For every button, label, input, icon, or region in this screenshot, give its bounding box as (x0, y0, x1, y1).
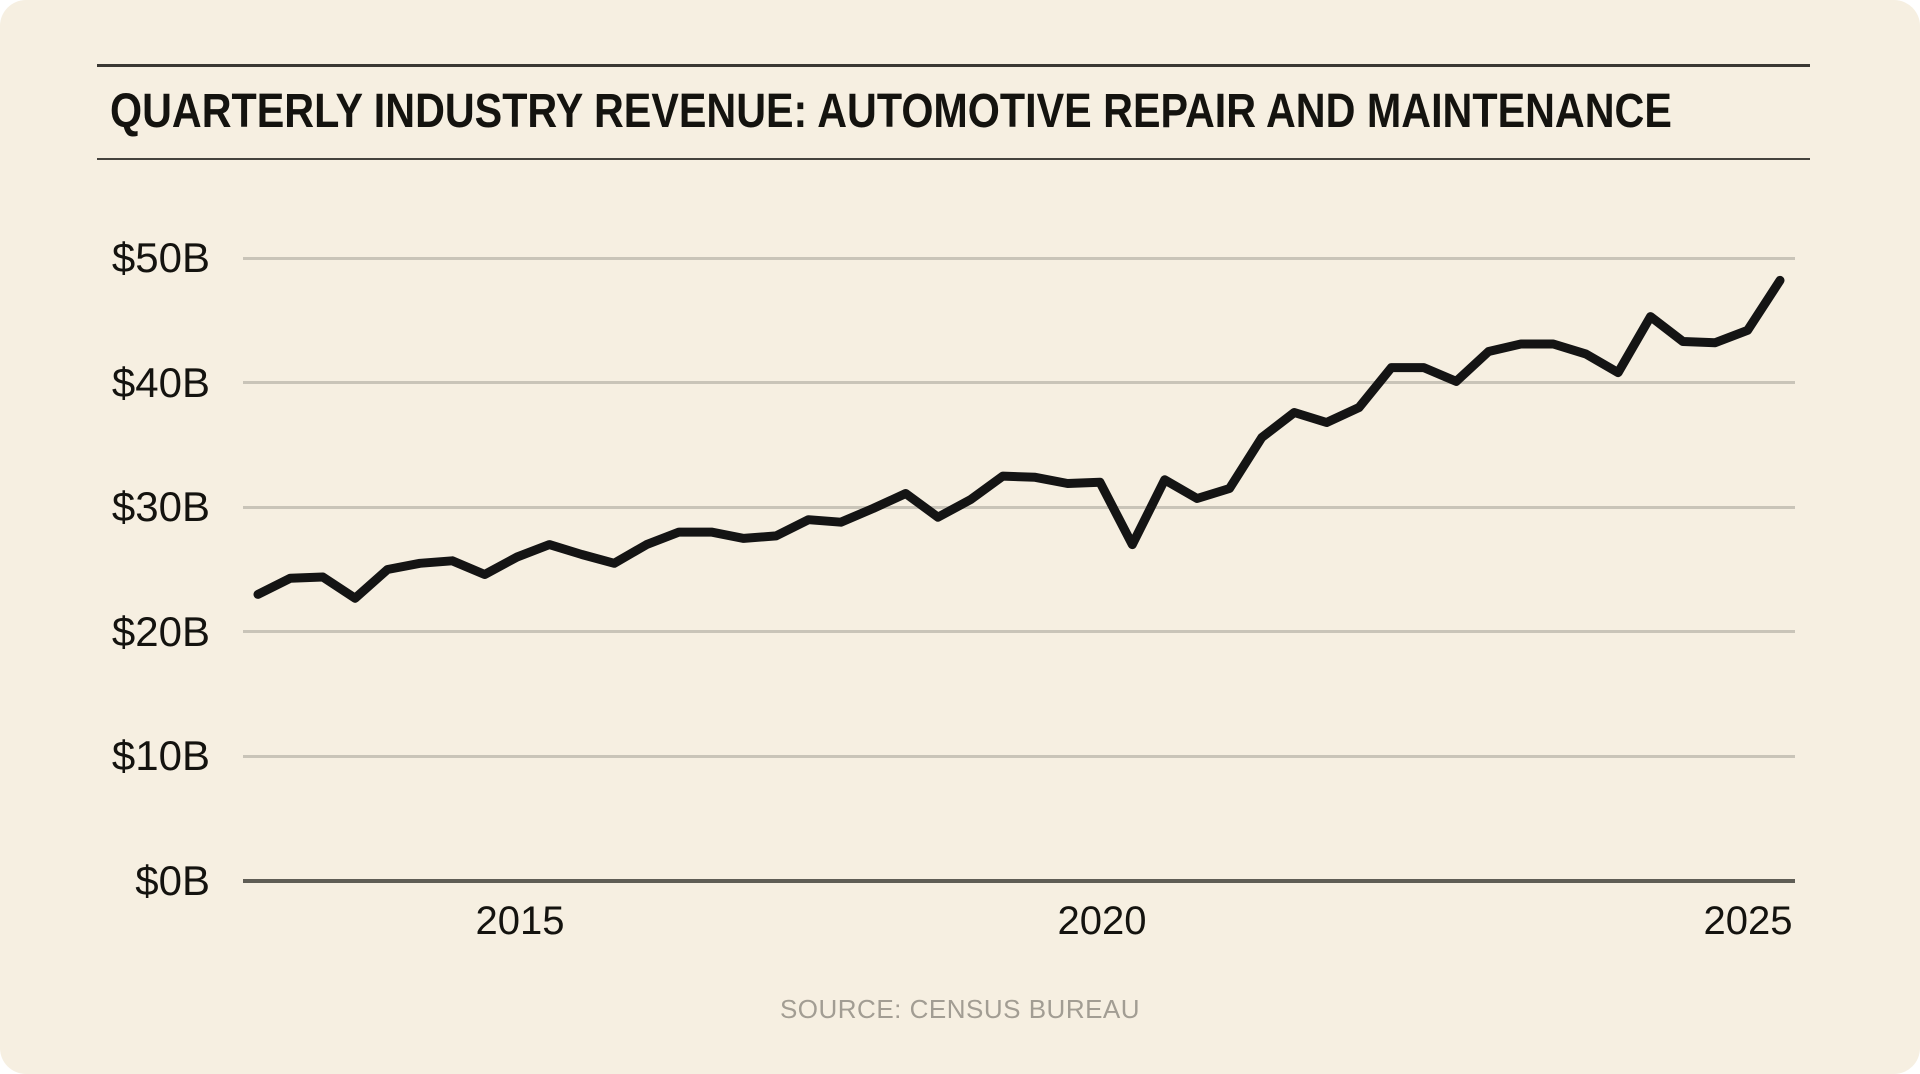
y-axis-tick-label: $40B (111, 358, 210, 406)
x-axis-tick-label: 2015 (475, 899, 565, 943)
revenue-line (253, 275, 1785, 603)
y-gridline (243, 381, 1795, 385)
source-note: SOURCE: CENSUS BUREAU (779, 994, 1141, 1024)
y-axis-tick-label: $30B (111, 483, 210, 531)
x-axis-tick-label: 2025 (1703, 899, 1793, 943)
y-axis-tick-label: $10B (111, 732, 210, 780)
y-gridline (243, 505, 1795, 509)
title-bottom-rule (97, 158, 1810, 160)
title-top-rule (97, 64, 1810, 67)
y-axis-tick-label: $0B (135, 857, 210, 904)
y-gridline (243, 630, 1795, 634)
y-axis-tick-label: $20B (111, 607, 210, 655)
chart-title: QUARTERLY INDUSTRY REVENUE: AUTOMOTIVE R… (110, 85, 1672, 138)
y-gridline (243, 256, 1795, 260)
x-axis-tick-label: 2020 (1057, 899, 1147, 943)
x-axis-line (243, 879, 1795, 883)
y-gridline (243, 754, 1795, 758)
y-axis-tick-label: $50B (111, 234, 210, 281)
